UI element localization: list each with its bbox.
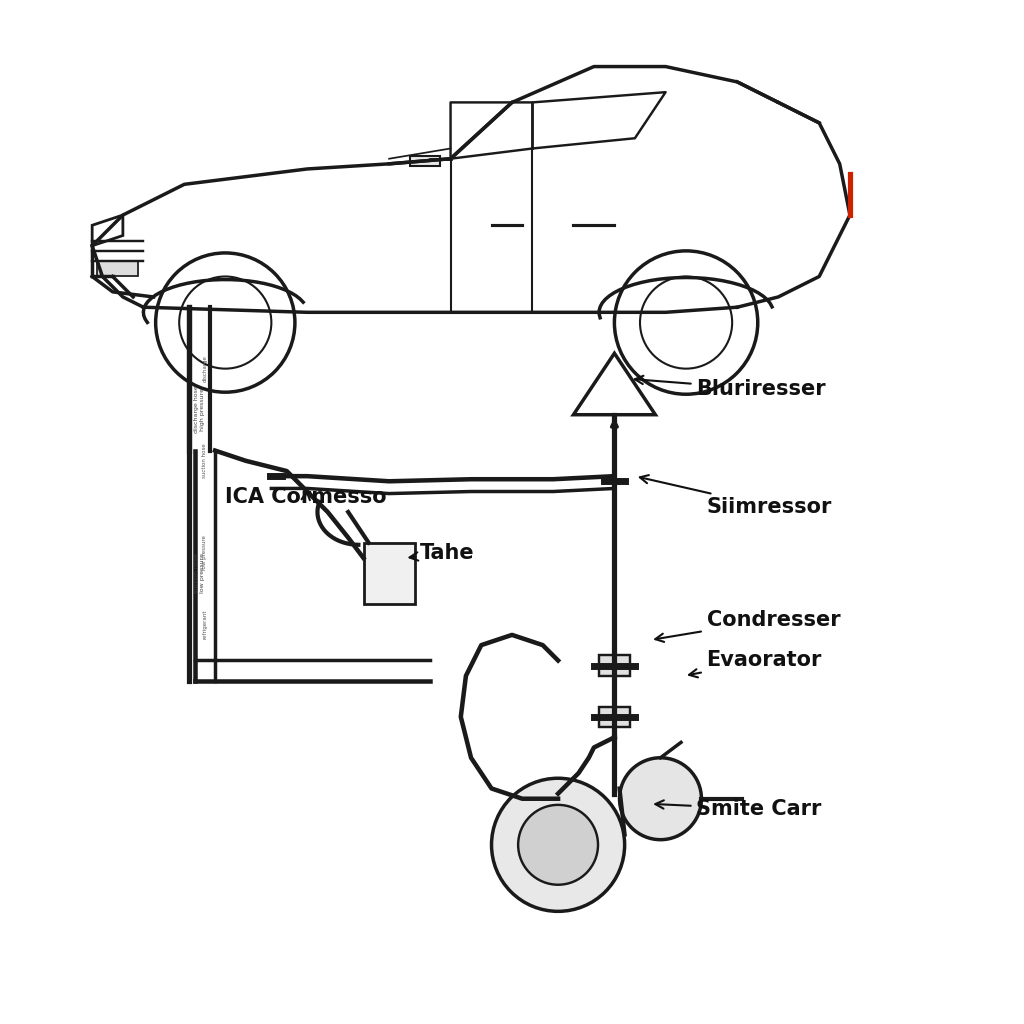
Text: Bluriresser: Bluriresser bbox=[635, 376, 826, 399]
Bar bbox=[97, 261, 138, 276]
Text: Condresser: Condresser bbox=[655, 609, 840, 642]
Bar bbox=[599, 655, 630, 676]
Polygon shape bbox=[410, 156, 440, 166]
Text: suction hose: suction hose bbox=[203, 443, 207, 478]
Text: ICA Cormesso: ICA Cormesso bbox=[225, 486, 387, 507]
Circle shape bbox=[518, 805, 598, 885]
Text: refrigerant: refrigerant bbox=[203, 610, 207, 639]
Text: Smite Carr: Smite Carr bbox=[655, 799, 821, 819]
Bar bbox=[364, 543, 415, 604]
Circle shape bbox=[620, 758, 701, 840]
Circle shape bbox=[492, 778, 625, 911]
Text: discharge hose
high pressure: discharge hose high pressure bbox=[195, 386, 205, 433]
Bar bbox=[599, 707, 630, 727]
Text: Siimressor: Siimressor bbox=[640, 475, 831, 517]
Text: Evaorator: Evaorator bbox=[689, 650, 822, 678]
Text: suction hose
low pressure: suction hose low pressure bbox=[195, 553, 205, 594]
Text: discharge: discharge bbox=[203, 355, 207, 382]
Text: Tahe: Tahe bbox=[410, 543, 474, 563]
Text: low pressure: low pressure bbox=[203, 536, 207, 570]
